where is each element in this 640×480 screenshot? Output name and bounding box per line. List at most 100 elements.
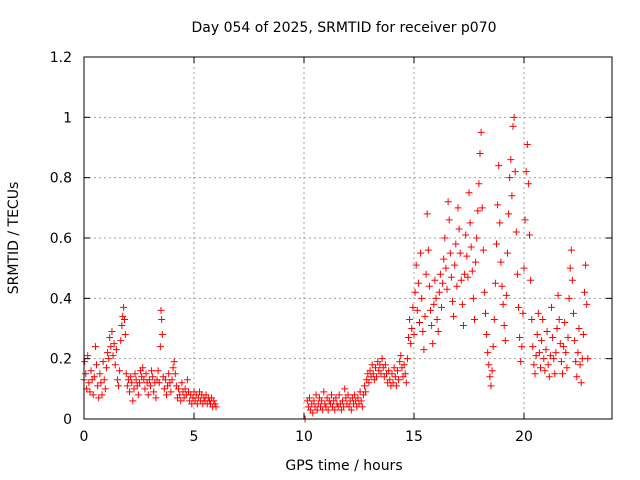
data-point	[154, 367, 162, 375]
data-point	[491, 279, 499, 287]
data-point	[423, 210, 431, 218]
data-point	[98, 391, 106, 399]
data-point	[475, 180, 483, 188]
data-point	[476, 150, 484, 158]
data-point	[550, 355, 558, 363]
data-point	[351, 391, 359, 399]
data-point	[516, 334, 524, 342]
data-point	[559, 370, 566, 378]
data-point	[472, 258, 480, 266]
data-point	[131, 370, 139, 378]
data-point	[582, 261, 590, 269]
data-point	[520, 264, 528, 272]
data-point	[165, 370, 173, 378]
data-point	[581, 288, 588, 296]
data-point	[435, 288, 443, 296]
data-point	[469, 294, 477, 302]
data-point	[445, 216, 453, 224]
data-point	[123, 382, 131, 390]
data-point	[132, 376, 140, 384]
y-tick-label: 1	[63, 110, 72, 126]
data-point	[409, 303, 417, 311]
data-point	[533, 331, 541, 339]
data-point	[130, 385, 138, 393]
data-point	[318, 397, 326, 405]
data-point	[425, 282, 433, 290]
data-point	[210, 397, 218, 405]
data-point	[135, 379, 143, 387]
data-point	[167, 388, 175, 396]
data-point	[331, 406, 339, 414]
data-point	[82, 370, 90, 378]
data-point	[504, 249, 511, 257]
data-point	[309, 409, 317, 417]
data-point	[546, 352, 554, 360]
data-point	[461, 270, 469, 278]
data-point	[431, 276, 439, 284]
data-point	[163, 391, 170, 399]
data-point	[434, 328, 442, 336]
data-point	[535, 349, 543, 357]
data-point	[496, 219, 504, 227]
data-point	[97, 379, 105, 387]
data-point	[449, 297, 456, 305]
x-tick-label: 10	[295, 429, 313, 445]
data-point	[575, 325, 583, 332]
data-point	[414, 279, 422, 287]
data-point	[100, 376, 108, 384]
data-point	[386, 376, 394, 384]
data-point	[324, 406, 332, 414]
data-point	[531, 370, 539, 378]
data-point	[91, 343, 99, 351]
data-point	[453, 282, 461, 290]
data-point	[494, 201, 502, 209]
data-point	[467, 243, 475, 251]
data-point	[532, 352, 540, 360]
data-point	[419, 328, 427, 336]
data-point	[554, 291, 562, 299]
data-point	[452, 240, 460, 248]
data-point	[576, 361, 584, 369]
data-point	[450, 312, 458, 320]
y-tick-label: 1.2	[50, 50, 72, 66]
x-tick-label: 5	[190, 429, 199, 445]
data-point	[506, 174, 514, 182]
y-tick-label: 0.4	[50, 291, 72, 307]
data-point	[312, 391, 320, 399]
data-point	[553, 325, 561, 332]
data-point	[407, 340, 415, 348]
data-point	[577, 379, 585, 387]
data-point	[439, 279, 447, 287]
data-point	[579, 331, 587, 339]
data-point	[568, 276, 576, 284]
data-point	[148, 367, 156, 375]
data-point	[548, 303, 555, 311]
data-point	[156, 343, 164, 351]
data-point	[478, 204, 486, 212]
data-point	[552, 349, 560, 357]
data-point	[501, 337, 509, 345]
data-point	[539, 315, 547, 323]
data-point	[572, 358, 580, 366]
data-point	[446, 249, 454, 257]
data-point	[104, 349, 112, 357]
data-point	[530, 361, 538, 369]
data-point	[488, 367, 496, 375]
data-point	[86, 388, 94, 396]
data-point	[373, 373, 381, 381]
grid	[84, 57, 612, 419]
data-point	[505, 210, 513, 218]
data-point	[512, 228, 520, 236]
data-point	[339, 397, 346, 405]
x-tick-label: 20	[515, 429, 533, 445]
data-point	[458, 300, 466, 308]
data-point	[150, 388, 158, 396]
data-point	[440, 255, 448, 263]
data-point	[128, 379, 136, 387]
data-point	[402, 379, 410, 387]
data-point	[432, 294, 440, 302]
x-tick-label: 0	[80, 429, 89, 445]
data-point	[563, 364, 571, 372]
data-point	[341, 385, 349, 393]
